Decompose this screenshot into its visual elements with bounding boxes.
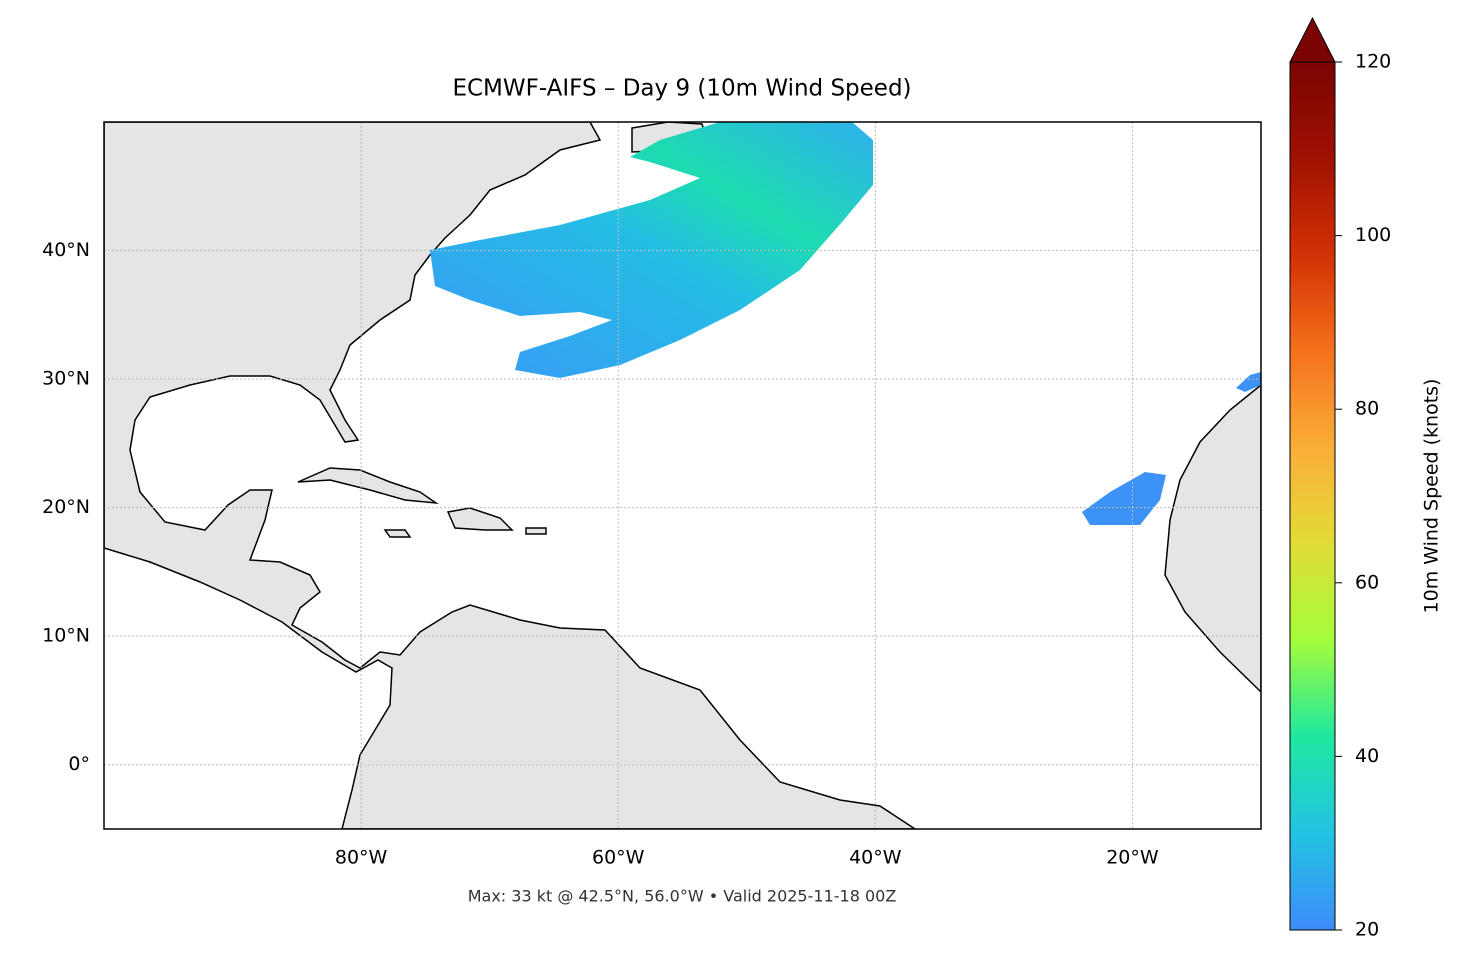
puerto-rico [525,527,547,535]
colorbar-fill [1289,61,1336,931]
y-tick-label: 20°N [42,496,90,518]
colorbar-extend [1289,16,1336,63]
y-tick-label: 10°N [42,625,90,647]
colorbar-tick-label: 60 [1355,571,1379,593]
x-tick-label: 20°W [1106,847,1159,869]
jamaica [383,529,412,538]
americas [104,122,917,829]
wind-patch [1082,472,1166,525]
colorbar: 20 40 60 80 100 120 [1289,16,1391,941]
x-tick-label: 40°W [849,847,902,869]
footer: Max: 33 kt @ 42.5°N, 56.0°W • Valid 2025… [468,887,897,906]
colorbar-tick-label: 100 [1355,224,1391,246]
colorbar-label: 10m Wind Speed (knots) [1421,379,1443,614]
hispaniola [446,507,514,531]
grid [104,122,1261,829]
colorbar-tick-label: 80 [1355,398,1379,420]
y-tick-label: 30°N [42,368,90,390]
y-tick-label: 0° [68,753,90,775]
africa [1164,384,1261,694]
cuba [297,467,439,505]
wind-swath [430,122,873,378]
y-tick-label: 40°N [42,239,90,261]
plot-frame [103,121,1262,830]
colorbar-tick-label: 120 [1355,51,1391,73]
x-tick-label: 80°W [335,847,388,869]
wind-patch [1236,372,1261,392]
colorbar-tick-label: 20 [1355,919,1379,941]
colorbar-tick-label: 40 [1355,745,1379,767]
map-layer [104,122,1261,829]
x-tick-label: 60°W [592,847,645,869]
title: ECMWF-AIFS – Day 9 (10m Wind Speed) [452,76,911,102]
